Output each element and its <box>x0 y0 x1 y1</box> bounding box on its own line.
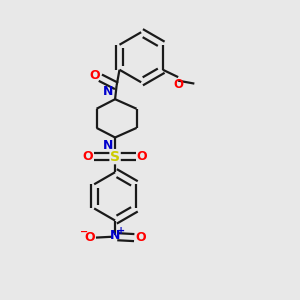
Text: N: N <box>110 229 120 242</box>
Text: O: O <box>90 69 101 82</box>
Text: +: + <box>118 226 126 236</box>
Text: O: O <box>84 231 95 244</box>
Text: N: N <box>103 139 114 152</box>
Text: −: − <box>80 227 88 237</box>
Text: N: N <box>103 85 114 98</box>
Text: O: O <box>83 150 93 163</box>
Text: O: O <box>173 78 183 91</box>
Text: O: O <box>135 231 146 244</box>
Text: O: O <box>137 150 148 163</box>
Text: S: S <box>110 150 120 164</box>
